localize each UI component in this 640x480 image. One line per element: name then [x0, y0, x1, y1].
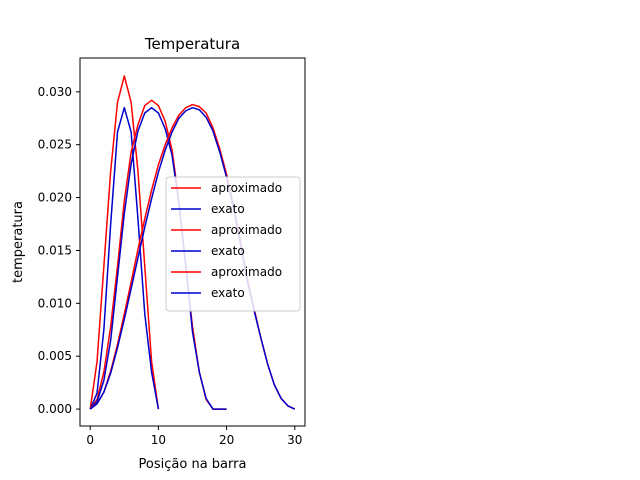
y-axis-label: temperatura [11, 201, 26, 283]
series-line-exato-6 [89, 106, 296, 410]
y-tick-label: 0.010 [38, 296, 72, 310]
y-tick-label: 0.015 [38, 243, 72, 257]
y-tick-label: 0.000 [38, 402, 72, 416]
plot-lines [89, 75, 296, 410]
legend: aproximado exato aproximado exato aproximado… [165, 176, 301, 312]
legend-label: exato [211, 244, 245, 258]
series-line-exato-4 [89, 106, 227, 410]
y-axis: 0.000 0.005 0.010 0.015 0.020 0.025 0.030 [38, 85, 80, 416]
x-tick-label: 10 [151, 433, 166, 447]
series-line-exato-2 [89, 106, 160, 410]
legend-label: aproximado [211, 181, 282, 195]
legend-label: aproximado [211, 265, 282, 279]
plot-area-frame [79, 57, 306, 427]
y-tick-label: 0.005 [38, 349, 72, 363]
legend-box [165, 176, 301, 312]
x-tick-label: 0 [86, 433, 94, 447]
x-axis: 0 10 20 30 [86, 426, 302, 447]
x-axis-label: Posição na barra [139, 457, 247, 472]
chart-title: Temperatura [144, 35, 240, 53]
legend-label: exato [211, 202, 245, 216]
legend-label: aproximado [211, 223, 282, 237]
y-tick-label: 0.030 [38, 85, 72, 99]
series-line-aproximado-1 [89, 75, 160, 410]
legend-label: exato [211, 286, 245, 300]
x-tick-label: 20 [219, 433, 234, 447]
x-tick-label: 30 [287, 433, 302, 447]
y-tick-label: 0.020 [38, 191, 72, 205]
y-tick-label: 0.025 [38, 138, 72, 152]
